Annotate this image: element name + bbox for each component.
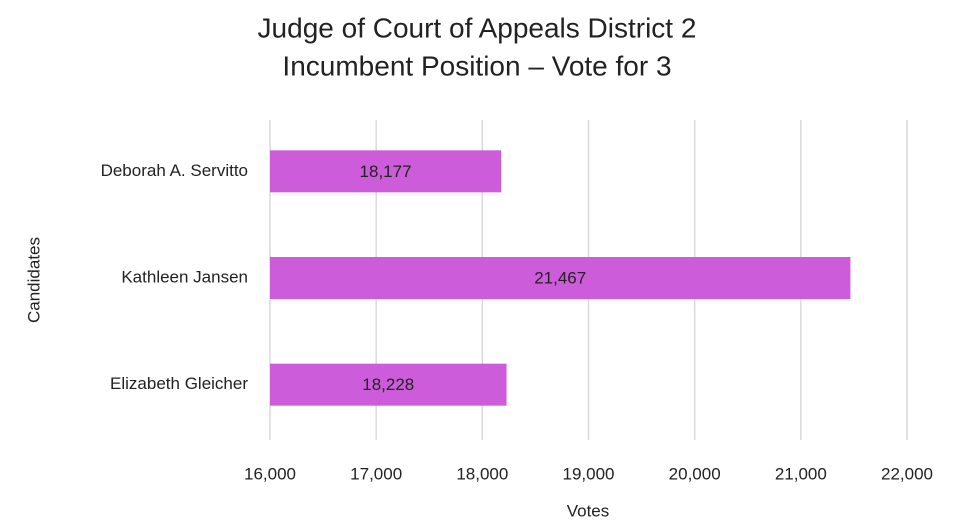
x-tick-label: 18,000 bbox=[456, 464, 508, 483]
y-tick-label: Kathleen Jansen bbox=[121, 267, 248, 286]
bar bbox=[270, 150, 502, 193]
y-tick-label: Deborah A. Servitto bbox=[101, 161, 248, 180]
y-axis-title: Candidates bbox=[24, 237, 43, 323]
data-label: 18,228 bbox=[362, 375, 414, 394]
chart-subtitle: Incumbent Position – Vote for 3 bbox=[282, 50, 671, 81]
y-tick-label: Elizabeth Gleicher bbox=[110, 374, 248, 393]
bar bbox=[270, 363, 507, 406]
data-label: 18,177 bbox=[360, 162, 412, 181]
x-axis-title: Votes bbox=[567, 501, 610, 520]
data-label: 21,467 bbox=[534, 268, 586, 287]
x-tick-label: 16,000 bbox=[244, 464, 296, 483]
x-tick-label: 19,000 bbox=[563, 464, 615, 483]
x-tick-label: 17,000 bbox=[350, 464, 402, 483]
x-tick-label: 20,000 bbox=[669, 464, 721, 483]
x-tick-label: 22,000 bbox=[881, 464, 933, 483]
chart-title: Judge of Court of Appeals District 2 bbox=[258, 12, 697, 43]
x-tick-label: 21,000 bbox=[775, 464, 827, 483]
bar bbox=[270, 257, 851, 299]
